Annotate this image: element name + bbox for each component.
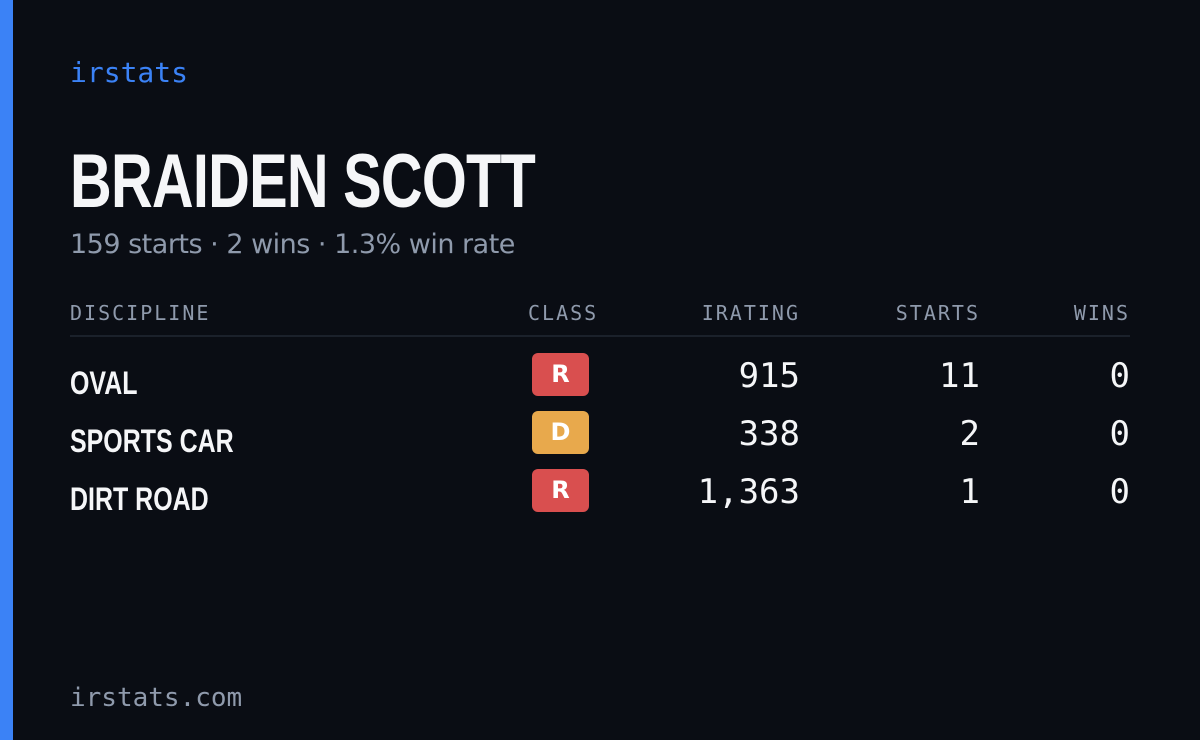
wins-value: 0 (1109, 414, 1130, 454)
table-body: OVAL R 915 11 0 SPORTS CAR D 338 2 0 DIR… (70, 353, 1130, 527)
column-header-class: CLASS (528, 301, 599, 325)
brand-logo[interactable]: irstats (70, 56, 189, 89)
column-header-discipline: DISCIPLINE (70, 301, 211, 325)
driver-name: BRAIDEN SCOTT (70, 139, 536, 224)
irating-value: 915 (738, 356, 800, 396)
footer-site-link[interactable]: irstats.com (70, 683, 243, 713)
discipline-name: DIRT ROAD (70, 481, 209, 517)
starts-value: 1 (959, 472, 980, 512)
discipline-stats-table: DISCIPLINE CLASS IRATING STARTS WINS OVA… (70, 296, 1130, 527)
table-row: DIRT ROAD R 1,363 1 0 (70, 469, 1130, 527)
wins-value: 0 (1109, 356, 1130, 396)
irating-value: 1,363 (697, 472, 800, 512)
wins-value: 0 (1109, 472, 1130, 512)
accent-bar (0, 0, 13, 740)
column-header-irating: IRATING (701, 301, 800, 325)
table-row: SPORTS CAR D 338 2 0 (70, 411, 1130, 469)
table-header: DISCIPLINE CLASS IRATING STARTS WINS (70, 296, 1130, 337)
driver-summary: 159 starts · 2 wins · 1.3% win rate (70, 229, 515, 260)
column-header-starts: STARTS (895, 301, 980, 325)
starts-value: 11 (939, 356, 980, 396)
column-header-wins: WINS (1073, 301, 1130, 325)
license-class-badge: D (532, 411, 589, 454)
license-class-badge: R (532, 353, 589, 396)
irating-value: 338 (738, 414, 800, 454)
license-class-badge: R (532, 469, 589, 512)
table-row: OVAL R 915 11 0 (70, 353, 1130, 411)
starts-value: 2 (959, 414, 980, 454)
discipline-name: SPORTS CAR (70, 423, 234, 459)
discipline-name: OVAL (70, 365, 138, 401)
